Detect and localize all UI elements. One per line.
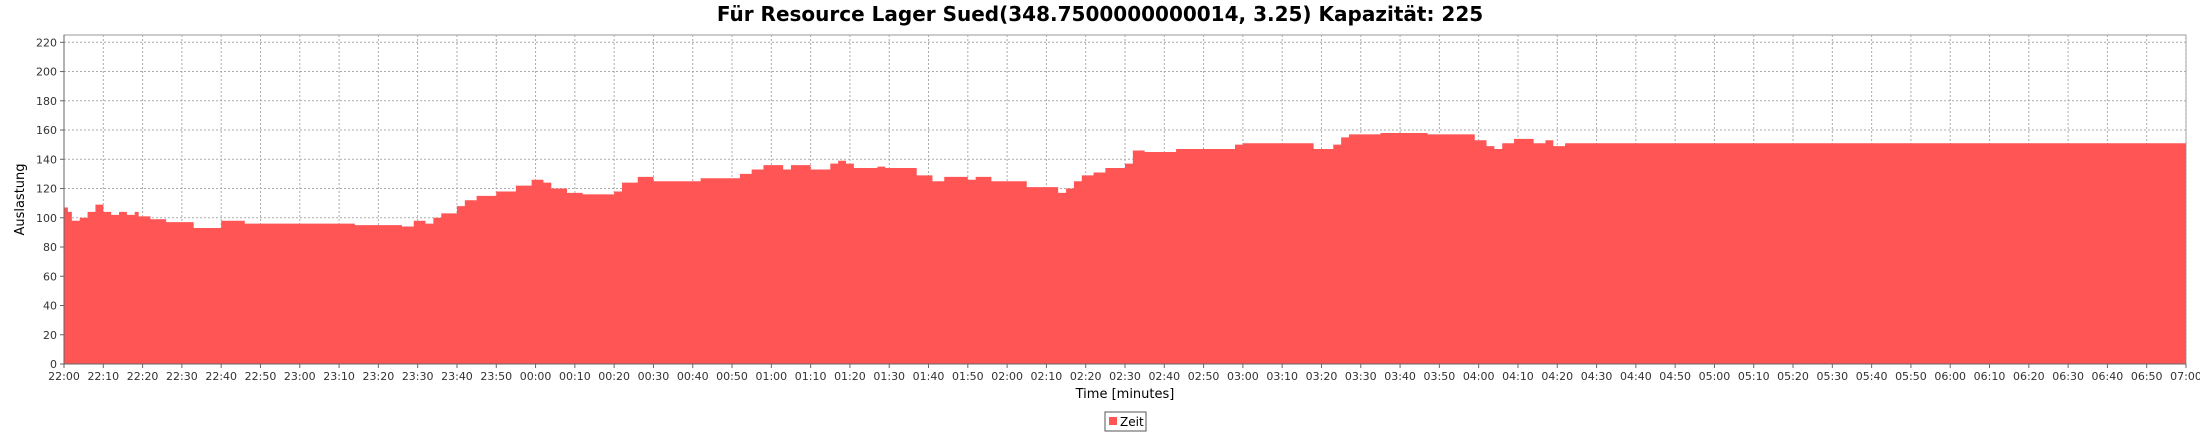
chart-title: Für Resource Lager Sued(348.750000000001…: [717, 2, 1483, 26]
y-tick-label: 20: [43, 329, 57, 342]
x-tick-label: 23:50: [480, 370, 512, 383]
x-tick-label: 00:40: [677, 370, 709, 383]
x-tick-label: 04:00: [1463, 370, 1495, 383]
x-tick-label: 06:30: [2052, 370, 2084, 383]
x-tick-label: 22:20: [127, 370, 159, 383]
x-tick-label: 04:40: [1620, 370, 1652, 383]
x-tick-label: 06:20: [2013, 370, 2045, 383]
x-tick-label: 01:10: [795, 370, 827, 383]
x-tick-label: 05:30: [1816, 370, 1848, 383]
x-tick-label: 06:10: [1974, 370, 2006, 383]
x-tick-label: 05:00: [1699, 370, 1731, 383]
x-tick-label: 06:00: [1934, 370, 1966, 383]
x-tick-label: 03:50: [1424, 370, 1456, 383]
x-tick-label: 22:50: [245, 370, 277, 383]
x-tick-label: 01:40: [913, 370, 945, 383]
series-area-zeit: [64, 132, 2186, 364]
legend-box: [1104, 411, 1147, 432]
x-tick-label: 06:40: [2092, 370, 2124, 383]
x-tick-label: 23:00: [284, 370, 316, 383]
x-tick-label: 22:40: [205, 370, 237, 383]
x-tick-label: 03:40: [1384, 370, 1416, 383]
x-tick-label: 00:20: [598, 370, 630, 383]
x-tick-label: 01:20: [834, 370, 866, 383]
x-tick-label: 01:30: [873, 370, 905, 383]
x-tick-label: 06:50: [2131, 370, 2163, 383]
x-tick-label: 02:50: [1188, 370, 1220, 383]
y-tick-label: 140: [36, 153, 57, 166]
series-zeit-area: [64, 132, 2186, 364]
x-tick-label: 23:10: [323, 370, 355, 383]
x-tick-label: 03:30: [1345, 370, 1377, 383]
x-tick-label: 22:00: [48, 370, 80, 383]
x-tick-label: 02:40: [1148, 370, 1180, 383]
y-axis-label: Auslastung: [13, 163, 28, 235]
x-tick-label: 23:40: [441, 370, 473, 383]
legend-label-zeit: Zeit: [1120, 415, 1144, 429]
y-tick-label: 120: [36, 183, 57, 196]
x-tick-label: 04:10: [1502, 370, 1534, 383]
x-tick-label: 05:50: [1895, 370, 1927, 383]
axes: 0 20 40 60 80 100 120 140 160 180 200 220 22:00 22:10…: [36, 35, 2200, 383]
x-tick-label: 02:30: [1109, 370, 1141, 383]
x-tick-label: 00:50: [716, 370, 748, 383]
y-tick-label: 40: [43, 300, 57, 313]
x-tick-label: 23:30: [402, 370, 434, 383]
y-tick-label: 60: [43, 270, 57, 283]
x-tick-label: 00:00: [520, 370, 552, 383]
x-tick-label: 22:30: [166, 370, 198, 383]
x-tick-label: 03:00: [1227, 370, 1259, 383]
x-tick-label: 02:20: [1070, 370, 1102, 383]
y-tick-label: 180: [36, 95, 57, 108]
y-tick-label: 200: [36, 66, 57, 79]
x-tick-label: 05:10: [1738, 370, 1770, 383]
legend-swatch-zeit: [1109, 417, 1117, 425]
y-tick-label: 220: [36, 36, 57, 49]
x-tick-label: 23:20: [363, 370, 395, 383]
x-tick-label: 01:00: [755, 370, 787, 383]
x-tick-label: 02:00: [991, 370, 1023, 383]
x-tick-label: 03:10: [1266, 370, 1298, 383]
x-axis-label: Time [minutes]: [1075, 387, 1175, 402]
x-tick-label: 00:10: [559, 370, 591, 383]
x-tick-label: 03:20: [1306, 370, 1338, 383]
y-tick-label: 80: [43, 241, 57, 254]
x-tick-label: 02:10: [1031, 370, 1063, 383]
x-tick-label: 04:20: [1541, 370, 1573, 383]
legend: Zeit: [1104, 411, 1147, 432]
y-tick-label: 0: [50, 358, 57, 371]
x-tick-label: 05:20: [1777, 370, 1809, 383]
x-tick-label: 22:10: [87, 370, 119, 383]
y-tick-label: 100: [36, 212, 57, 225]
x-tick-label: 04:30: [1581, 370, 1613, 383]
x-tick-label: 01:50: [952, 370, 984, 383]
y-tick-label: 160: [36, 124, 57, 137]
x-tick-label: 07:00: [2170, 370, 2200, 383]
x-tick-label: 04:50: [1659, 370, 1691, 383]
x-tick-label: 00:30: [638, 370, 670, 383]
x-tick-label: 05:40: [1856, 370, 1888, 383]
